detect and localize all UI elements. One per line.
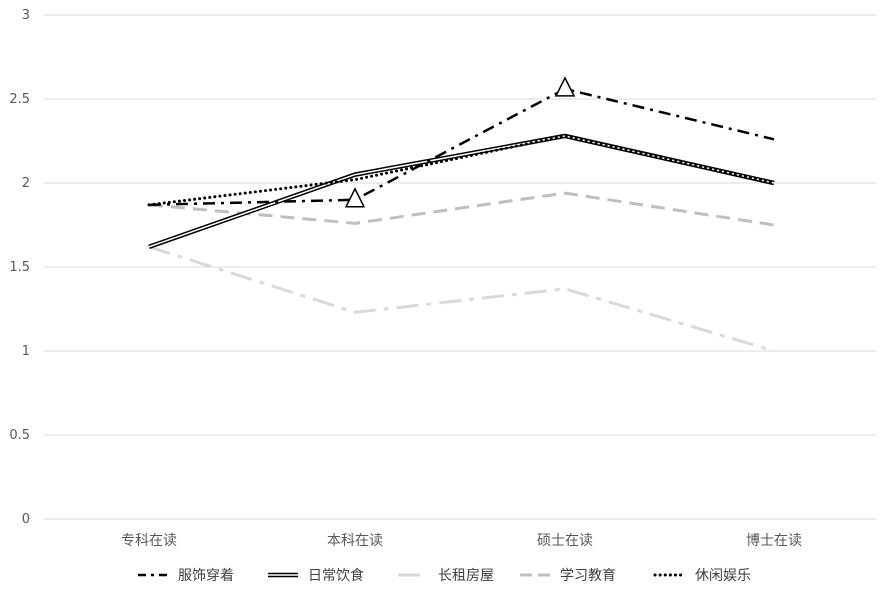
legend-label: 学习教育 [560,568,616,584]
x-tick-label: 本科在读 [327,532,383,549]
y-tick-label: 0.5 [9,428,30,443]
x-tick-label: 硕士在读 [537,532,593,549]
series-lines [147,87,776,353]
x-tick-label: 博士在读 [746,532,802,549]
y-tick-label: 2.5 [9,92,30,107]
y-tick-label: 0 [22,512,30,527]
legend-label: 日常饮食 [308,567,364,584]
triangle-marker [344,187,366,208]
y-tick-label: 2 [22,176,30,191]
triangle-marker [554,76,576,97]
data-markers [344,76,576,208]
series-line-2 [148,135,775,248]
x-axis-ticks: 专科在读 本科在读 硕士在读 博士在读 [121,532,802,549]
y-axis-ticks: 0 0.5 1 1.5 2 2.5 3 [9,8,30,527]
series-line-1 [148,87,775,207]
legend-item: 日常饮食 [268,567,364,584]
legend-label: 服饰穿着 [178,568,234,584]
series-line-5 [147,134,776,207]
legend-label: 长租房屋 [438,568,494,584]
legend: 服饰穿着 日常饮食 长租房屋 学习教育 休闲娱乐 [138,567,751,584]
legend-label: 休闲娱乐 [695,568,751,584]
x-tick-label: 专科在读 [121,532,177,549]
legend-item: 服饰穿着 [138,568,234,584]
series-line-3 [148,245,775,353]
legend-item: 长租房屋 [398,568,494,584]
series-line-4 [148,191,775,227]
gridlines [44,14,876,520]
series-line-2 [148,133,775,249]
legend-item: 休闲娱乐 [653,568,751,584]
y-tick-label: 1 [22,344,30,359]
legend-item: 学习教育 [520,568,616,584]
y-tick-label: 3 [22,8,30,23]
y-tick-label: 1.5 [9,260,30,275]
